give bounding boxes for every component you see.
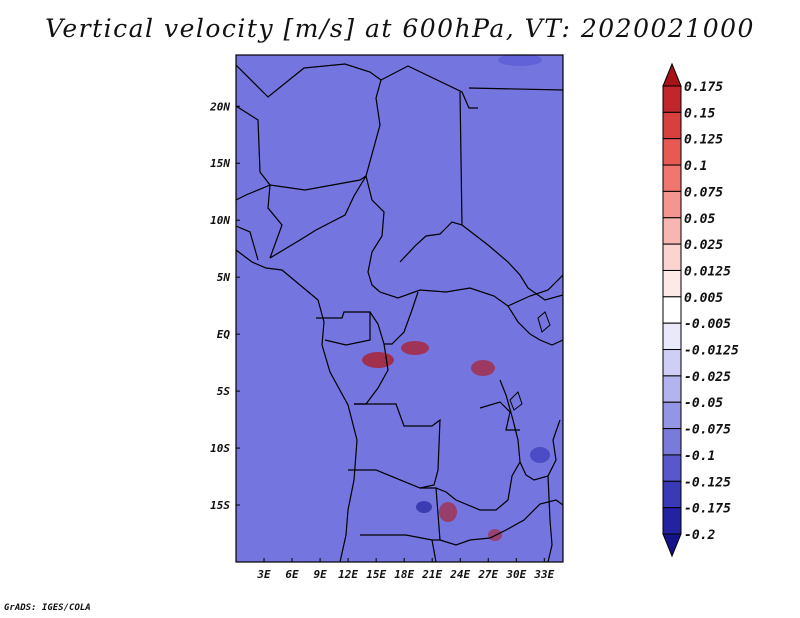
lon-label: 24E	[449, 568, 470, 581]
lat-label: 5S	[217, 385, 231, 398]
lon-label: 30E	[505, 568, 526, 581]
colorbar-swatch	[662, 111, 682, 140]
lon-label: 9E	[313, 568, 327, 581]
colorbar-swatch	[662, 85, 682, 113]
colorbar-swatch	[662, 296, 682, 324]
colorbar-label: 0.05	[684, 212, 715, 227]
colorbar-swatch	[662, 349, 682, 377]
lat-label: 5N	[217, 271, 231, 284]
lon-label: 3E	[256, 568, 271, 581]
plot-title: Vertical velocity [m/s] at 600hPa, VT: 2…	[45, 14, 755, 43]
colorbar-swatch	[662, 217, 682, 245]
colorbar-label: -0.175	[684, 502, 731, 517]
colorbar-label: -0.125	[684, 475, 731, 490]
colorbar: 0.175 0.15 0.125 0.1 0.075 0.05 0.025 0.…	[662, 62, 739, 558]
colorbar-label: 0.125	[684, 133, 723, 148]
colorbar-swatch	[662, 243, 682, 271]
colorbar-label: 0.1	[684, 159, 707, 174]
colorbar-swatch	[662, 375, 682, 403]
colorbar-label: -0.0125	[684, 344, 739, 359]
colorbar-label: 0.025	[684, 238, 723, 253]
credit-text: GrADS: IGES/COLA	[4, 603, 91, 613]
colorbar-swatch	[662, 428, 682, 456]
colorbar-swatch	[662, 480, 682, 509]
colorbar-swatch	[662, 322, 682, 351]
lon-label: 33E	[533, 568, 554, 581]
lon-label: 15E	[366, 568, 386, 581]
lat-label: 10S	[210, 442, 230, 455]
lon-label: 6E	[285, 568, 299, 581]
colorbar-swatch	[662, 454, 682, 482]
colorbar-swatch	[662, 138, 682, 166]
colorbar-label: -0.075	[684, 423, 731, 438]
longitude-axis: 3E 6E 9E 12E 15E 18E 21E 24E 27E 30E 33E	[256, 568, 554, 581]
colorbar-label: -0.1	[684, 449, 715, 464]
colorbar-label: -0.025	[684, 370, 731, 385]
lon-label: 27E	[477, 568, 498, 581]
colorbar-label: -0.2	[684, 528, 715, 543]
colorbar-label: 0.15	[684, 106, 715, 121]
colorbar-label: -0.05	[684, 396, 723, 411]
lat-label: 15N	[210, 157, 230, 170]
colorbar-swatch	[662, 401, 682, 430]
colorbar-swatch	[662, 164, 682, 192]
lat-label: 10N	[210, 214, 230, 227]
velocity-field	[235, 54, 564, 563]
colorbar-label: 0.075	[684, 185, 723, 200]
colorbar-swatch	[662, 62, 682, 87]
lat-label: EQ	[217, 328, 231, 341]
colorbar-label: 0.005	[684, 291, 723, 306]
colorbar-swatch	[662, 190, 682, 219]
lon-label: 21E	[421, 568, 442, 581]
colorbar-label: -0.005	[684, 317, 731, 332]
lon-label: 12E	[338, 568, 358, 581]
colorbar-label: 0.0125	[684, 264, 731, 279]
lon-label: 18E	[394, 568, 414, 581]
colorbar-label: 0.175	[684, 80, 723, 95]
colorbar-swatch	[662, 533, 682, 558]
latitude-axis: 20N 15N 10N 5N EQ 5S 10S 15S	[209, 100, 230, 512]
colorbar-swatch	[662, 269, 682, 298]
lat-label: 20N	[209, 100, 230, 113]
lat-label: 15S	[210, 499, 230, 512]
colorbar-swatch	[662, 507, 682, 535]
